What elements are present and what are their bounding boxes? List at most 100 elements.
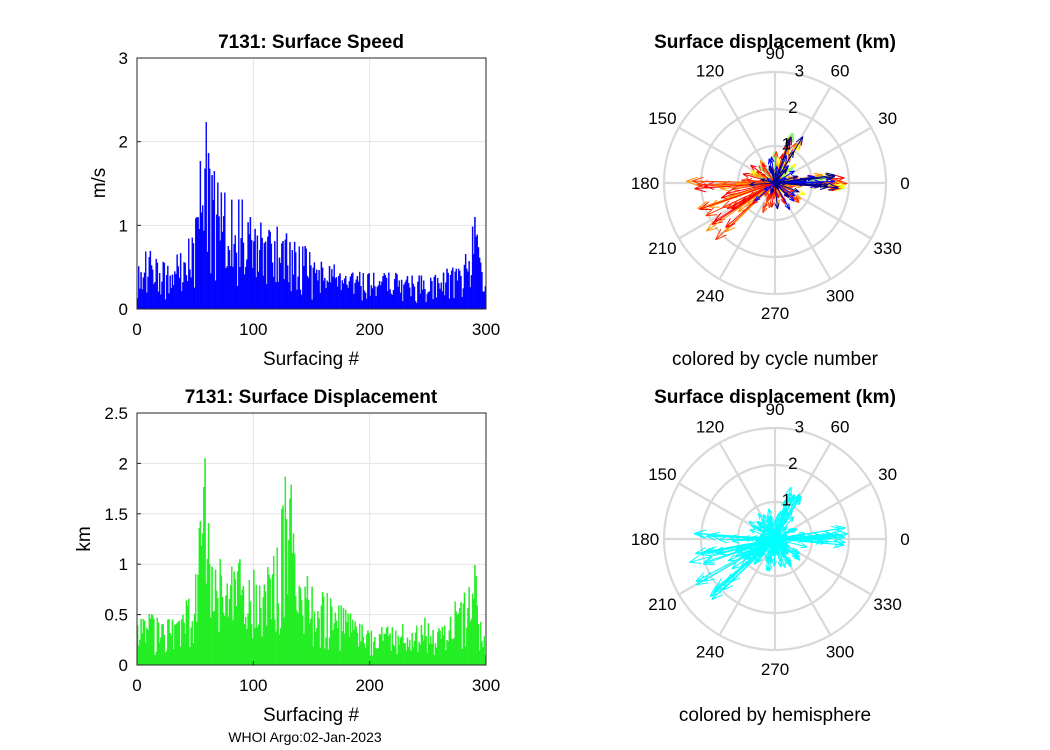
- vector-head: [768, 202, 773, 209]
- vector-head: [725, 192, 735, 196]
- bar: [371, 655, 374, 666]
- vector-head: [836, 527, 846, 534]
- bar: [418, 641, 420, 666]
- bar: [426, 652, 428, 666]
- displacement-axes-box: [136, 412, 487, 666]
- vector-head: [764, 193, 770, 197]
- bar: [403, 643, 405, 666]
- vector-head: [725, 188, 734, 194]
- bar: [167, 619, 169, 666]
- vector-shaft: [743, 536, 776, 540]
- bar: [229, 585, 232, 666]
- bar: [278, 634, 281, 666]
- bar: [296, 610, 298, 666]
- bar: [410, 296, 412, 310]
- vector-head: [770, 181, 774, 185]
- bar: [214, 569, 217, 666]
- bar: [185, 600, 188, 666]
- bar: [414, 632, 417, 666]
- bar: [317, 611, 319, 666]
- bar: [263, 243, 266, 310]
- bar: [188, 598, 190, 666]
- bar: [279, 628, 282, 666]
- vector-head: [750, 170, 756, 176]
- bar: [409, 640, 411, 666]
- bar: [201, 205, 204, 310]
- bar: [389, 633, 391, 666]
- vector-head: [760, 530, 765, 536]
- bar: [224, 616, 226, 666]
- bar: [368, 632, 370, 666]
- bar: [371, 288, 374, 310]
- bar: [471, 226, 474, 310]
- bar: [295, 596, 297, 666]
- bar: [225, 267, 227, 310]
- bar: [438, 628, 440, 666]
- bar: [304, 246, 306, 310]
- vector-head: [835, 180, 846, 186]
- bar: [431, 643, 433, 666]
- x-tick-label: 0: [132, 320, 141, 339]
- bar: [461, 296, 463, 310]
- bar: [428, 643, 431, 666]
- angle-label: 30: [878, 109, 897, 128]
- vector-head: [807, 175, 815, 178]
- bar: [391, 627, 394, 666]
- vector-head: [773, 551, 777, 556]
- bar: [384, 275, 387, 310]
- vector-head: [801, 542, 808, 548]
- polar-hemisphere-plot: 0 30 60 90 120 150 180 210 240 270 300 330 1 2 3: [631, 400, 910, 679]
- vector-head: [711, 594, 724, 601]
- vector-head: [705, 214, 718, 217]
- angle-label: 270: [761, 660, 789, 679]
- vector-head: [731, 202, 738, 210]
- bar: [464, 646, 467, 666]
- bar: [235, 252, 238, 310]
- polar-spoke: [718, 538, 776, 636]
- bar: [248, 234, 250, 310]
- bar: [239, 267, 241, 310]
- bar: [228, 599, 231, 666]
- displacement-chart-title: 7131: Surface Displacement: [185, 387, 438, 408]
- bar: [270, 243, 273, 310]
- bar: [226, 266, 228, 310]
- bar: [225, 595, 227, 666]
- bar: [448, 298, 451, 310]
- bar: [219, 558, 221, 666]
- vector-head: [731, 561, 738, 570]
- bar: [348, 636, 351, 666]
- bar: [274, 241, 276, 310]
- bar: [253, 569, 255, 666]
- bar: [311, 299, 313, 310]
- bar: [143, 272, 146, 310]
- vector-head: [694, 183, 706, 190]
- vector-head: [768, 565, 773, 572]
- bar: [139, 639, 141, 666]
- bar: [342, 608, 345, 666]
- vector-head: [760, 178, 765, 183]
- vector-head: [702, 578, 715, 582]
- bar: [179, 253, 182, 310]
- bar: [277, 603, 280, 666]
- vector-head: [778, 193, 780, 199]
- vector-head: [778, 153, 784, 160]
- vector-head: [692, 176, 704, 182]
- bar: [336, 627, 339, 666]
- bar: [317, 280, 319, 310]
- bar: [324, 278, 326, 310]
- bar: [195, 218, 197, 310]
- bar: [463, 264, 466, 310]
- bar: [326, 592, 328, 666]
- vector-head: [700, 553, 712, 557]
- bar: [328, 266, 331, 310]
- bar: [188, 238, 190, 310]
- vector-head: [775, 151, 779, 158]
- bar: [476, 234, 479, 310]
- bar: [416, 303, 418, 310]
- vector-head: [746, 178, 753, 181]
- vector-head: [751, 535, 758, 538]
- vector-head: [741, 199, 749, 202]
- bar: [398, 644, 401, 666]
- vector-head: [829, 183, 839, 189]
- bar: [264, 241, 267, 310]
